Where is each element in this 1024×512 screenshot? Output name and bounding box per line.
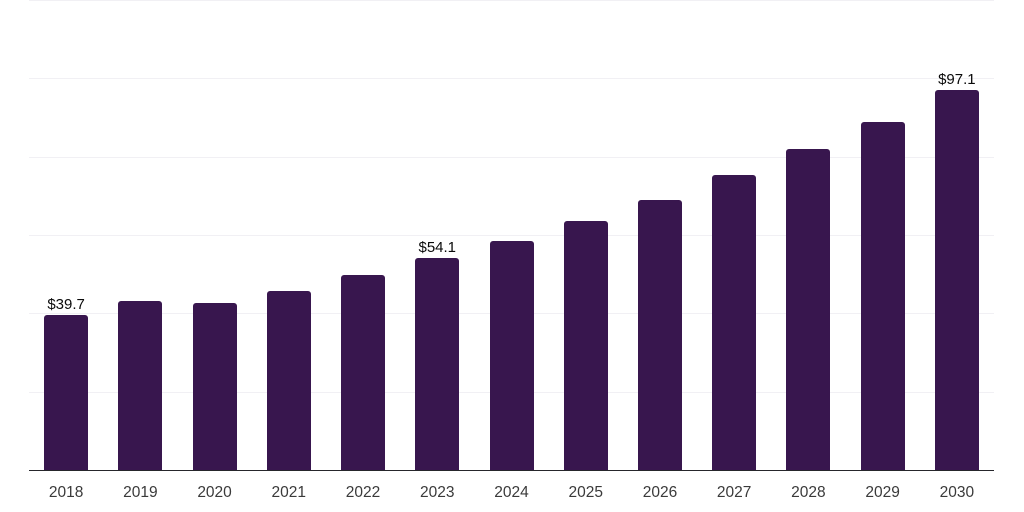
bar-2027 [712, 175, 757, 470]
x-tick-2025: 2025 [568, 484, 603, 501]
bar-2020 [192, 302, 237, 470]
bar-2024 [489, 240, 534, 470]
bar-2030 [934, 89, 979, 470]
x-tick-2018: 2018 [48, 484, 84, 501]
bar-2026 [637, 199, 682, 470]
gridline-60 [29, 235, 994, 236]
bar-value-label-2030: $97.1 [938, 70, 976, 88]
x-axis-line [29, 469, 994, 471]
x-tick-2022: 2022 [345, 484, 381, 501]
bar-2021 [266, 290, 311, 470]
bar-2019 [118, 301, 163, 470]
gridline-80 [29, 157, 994, 158]
gridline-120 [29, 0, 994, 1]
bar-value-label-2018: $39.7 [47, 295, 85, 313]
bar-2023 [415, 258, 460, 470]
bar-2018 [44, 314, 89, 470]
x-tick-2029: 2029 [865, 484, 900, 501]
x-tick-2019: 2019 [123, 484, 158, 501]
x-tick-2024: 2024 [494, 484, 529, 501]
bar-2028 [786, 149, 831, 470]
x-tick-2020: 2020 [197, 484, 232, 501]
x-tick-2027: 2027 [716, 484, 752, 501]
bar-2022 [341, 274, 386, 470]
x-tick-2030: 2030 [939, 484, 975, 501]
x-tick-2023: 2023 [420, 484, 455, 501]
bar-2029 [860, 121, 905, 470]
gridline-100 [29, 78, 994, 79]
bar-value-label-2023: $54.1 [418, 239, 457, 257]
x-tick-2028: 2028 [791, 484, 826, 501]
bar-2025 [563, 221, 608, 470]
x-tick-2026: 2026 [642, 484, 678, 501]
x-tick-2021: 2021 [271, 484, 307, 501]
